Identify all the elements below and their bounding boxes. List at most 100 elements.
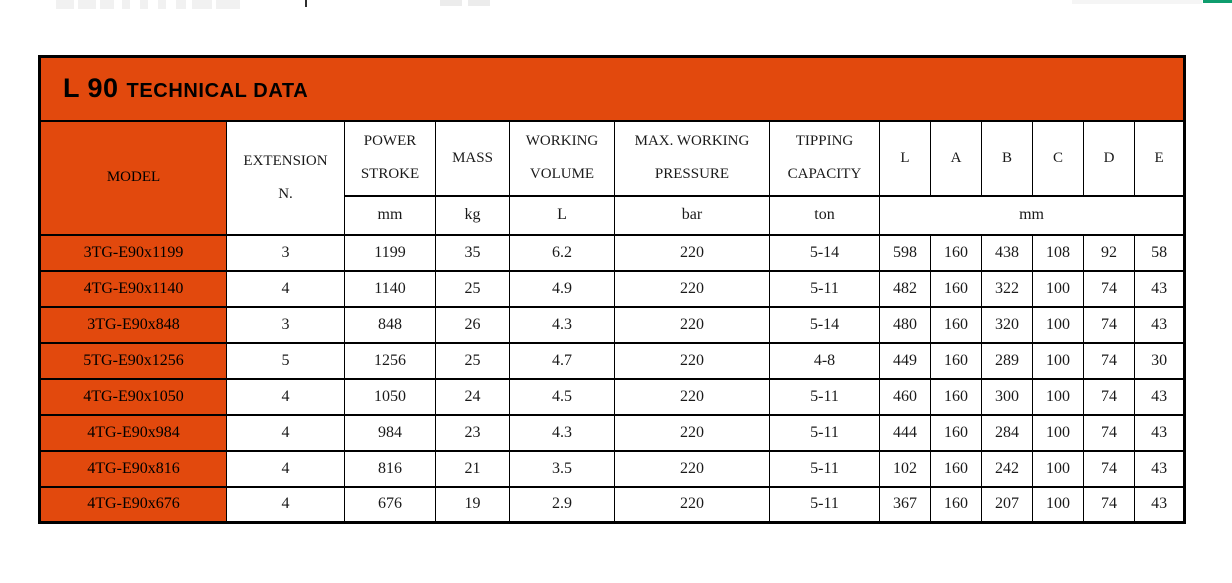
data-cell: 160 — [930, 341, 982, 380]
table-title-suffix: TECHNICAL DATA — [126, 80, 309, 103]
data-cell: 5-11 — [769, 485, 880, 524]
data-cell: 160 — [930, 305, 982, 344]
unit-tipping-capacity: ton — [769, 194, 880, 236]
data-cell: 3 — [226, 233, 345, 272]
data-cell: 100 — [1032, 485, 1084, 524]
column-header-row: MODEL EXTENSION N. POWER STROKE MASS WOR… — [39, 119, 1186, 236]
model-cell: 4TG-E90x676 — [39, 485, 227, 524]
data-cell: 289 — [981, 341, 1033, 380]
data-cell: 460 — [879, 377, 931, 416]
col-header-power-stroke-line1: POWER — [363, 133, 417, 149]
data-cell: 92 — [1083, 233, 1135, 272]
data-cell: 367 — [879, 485, 931, 524]
data-cell: 74 — [1083, 413, 1135, 452]
clipped-table-fragment — [216, 0, 240, 9]
data-cell: 220 — [614, 269, 770, 308]
table-title-band: L 90 TECHNICAL DATA — [38, 55, 1186, 122]
data-cell: 4.3 — [509, 305, 615, 344]
data-cell: 482 — [879, 269, 931, 308]
col-header-extension: EXTENSION N. — [226, 119, 345, 236]
data-cell: 3.5 — [509, 449, 615, 488]
clipped-table-fragment — [1072, 0, 1202, 4]
data-cell: 23 — [435, 413, 510, 452]
data-cell: 5-14 — [769, 233, 880, 272]
clipped-table-fragment — [56, 0, 74, 9]
col-header-extension-line2: N. — [278, 185, 293, 202]
data-cell: 3 — [226, 305, 345, 344]
data-cell: 207 — [981, 485, 1033, 524]
table-head: L 90 TECHNICAL DATA MODEL EXTENSION N. PO… — [38, 55, 1186, 236]
data-cell: 4 — [226, 269, 345, 308]
clipped-table-fragment — [192, 0, 212, 9]
data-cell: 322 — [981, 269, 1033, 308]
data-cell: 5-11 — [769, 413, 880, 452]
col-header-extension-line1: EXTENSION — [243, 152, 328, 169]
data-cell: 43 — [1133, 449, 1186, 488]
col-header-mass: MASS — [435, 119, 510, 197]
data-cell: 25 — [435, 269, 510, 308]
data-cell: 2.9 — [509, 485, 615, 524]
data-cell: 1140 — [344, 269, 436, 308]
data-cell: 100 — [1032, 413, 1084, 452]
data-cell: 43 — [1133, 377, 1186, 416]
data-cell: 449 — [879, 341, 931, 380]
data-cell: 4.5 — [509, 377, 615, 416]
data-cell: 100 — [1032, 449, 1084, 488]
data-cell: 220 — [614, 233, 770, 272]
data-cell: 320 — [981, 305, 1033, 344]
data-cell: 160 — [930, 485, 982, 524]
clipped-previous-row — [0, 0, 1232, 14]
model-cell: 4TG-E90x984 — [39, 413, 227, 452]
col-header-working-volume-line2: VOLUME — [529, 166, 595, 182]
data-cell: 676 — [344, 485, 436, 524]
col-header-dim-a: A — [930, 119, 982, 197]
data-cell: 984 — [344, 413, 436, 452]
unit-max-pressure: bar — [614, 194, 770, 236]
data-cell: 35 — [435, 233, 510, 272]
data-cell: 43 — [1133, 485, 1186, 524]
table-row: 4TG-E90x676 4 676 19 2.9 220 5-11 367 160 207 100 7… — [39, 485, 1186, 524]
data-cell: 220 — [614, 413, 770, 452]
data-cell: 102 — [879, 449, 931, 488]
data-cell: 5-14 — [769, 305, 880, 344]
model-cell: 4TG-E90x816 — [39, 449, 227, 488]
table-title: L 90 — [63, 73, 119, 104]
table-row: 4TG-E90x1140 4 1140 25 4.9 220 5-11 482 160 322 10… — [39, 269, 1186, 308]
data-cell: 24 — [435, 377, 510, 416]
col-header-dim-l: L — [879, 119, 931, 197]
data-cell: 26 — [435, 305, 510, 344]
unit-mass: kg — [435, 194, 510, 236]
data-cell: 160 — [930, 233, 982, 272]
model-cell: 5TG-E90x1256 — [39, 341, 227, 380]
data-cell: 108 — [1032, 233, 1084, 272]
col-header-tipping-line2: CAPACITY — [787, 166, 862, 182]
units-row: mm kg L bar ton mm — [40, 194, 1186, 236]
data-cell: 220 — [614, 377, 770, 416]
data-cell: 300 — [981, 377, 1033, 416]
data-cell: 1050 — [344, 377, 436, 416]
data-cell: 4 — [226, 377, 345, 416]
data-cell: 21 — [435, 449, 510, 488]
data-cell: 30 — [1133, 341, 1186, 380]
data-cell: 220 — [614, 305, 770, 344]
data-cell: 160 — [930, 377, 982, 416]
clipped-table-fragment — [78, 0, 96, 9]
data-cell: 74 — [1083, 377, 1135, 416]
data-cell: 74 — [1083, 269, 1135, 308]
data-cell: 5 — [226, 341, 345, 380]
data-cell: 74 — [1083, 485, 1135, 524]
col-header-max-pressure: MAX. WORKING PRESSURE — [614, 119, 770, 197]
data-cell: 480 — [879, 305, 931, 344]
data-cell: 4 — [226, 485, 345, 524]
data-cell: 4-8 — [769, 341, 880, 380]
clipped-table-fragment — [440, 0, 462, 6]
model-cell: 3TG-E90x1199 — [39, 233, 227, 272]
data-cell: 4 — [226, 413, 345, 452]
technical-data-table: L 90 TECHNICAL DATA MODEL EXTENSION N. PO… — [38, 55, 1187, 524]
data-cell: 1199 — [344, 233, 436, 272]
col-header-power-stroke: POWER STROKE — [344, 119, 436, 197]
data-cell: 598 — [879, 233, 931, 272]
data-cell: 444 — [879, 413, 931, 452]
col-header-max-pressure-line1: MAX. WORKING — [634, 133, 750, 149]
